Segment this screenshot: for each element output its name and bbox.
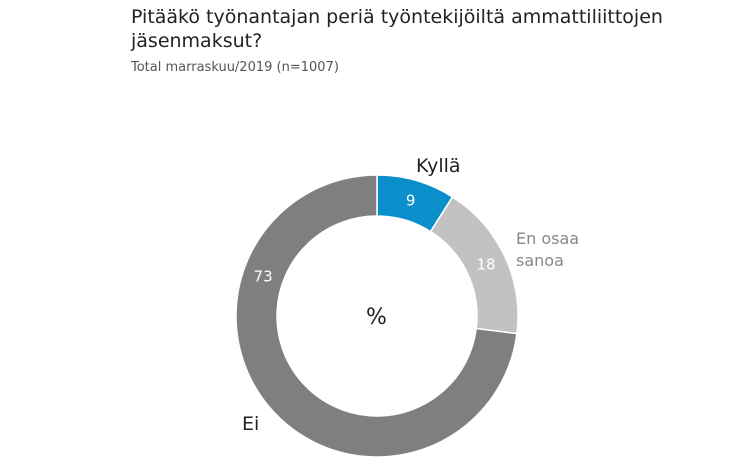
chart-subtitle: Total marraskuu/2019 (n=1007): [131, 60, 339, 75]
value-label-kylla: 9: [406, 191, 416, 209]
value-label-ei: 73: [254, 268, 273, 286]
donut-slice-en-osaa-sanoa: [429, 195, 519, 335]
donut-slice-ei: [235, 174, 518, 458]
chart-title: Pitääkö työnantajan periä työntekijöiltä…: [131, 6, 663, 52]
center-unit-label: %: [366, 305, 387, 330]
value-label-en-osaa-sanoa: 18: [476, 256, 495, 274]
category-label-kylla: Kyllä: [416, 155, 461, 177]
category-label-en-osaa-sanoa: En osaa sanoa: [516, 229, 580, 270]
category-label-ei: Ei: [242, 413, 260, 435]
